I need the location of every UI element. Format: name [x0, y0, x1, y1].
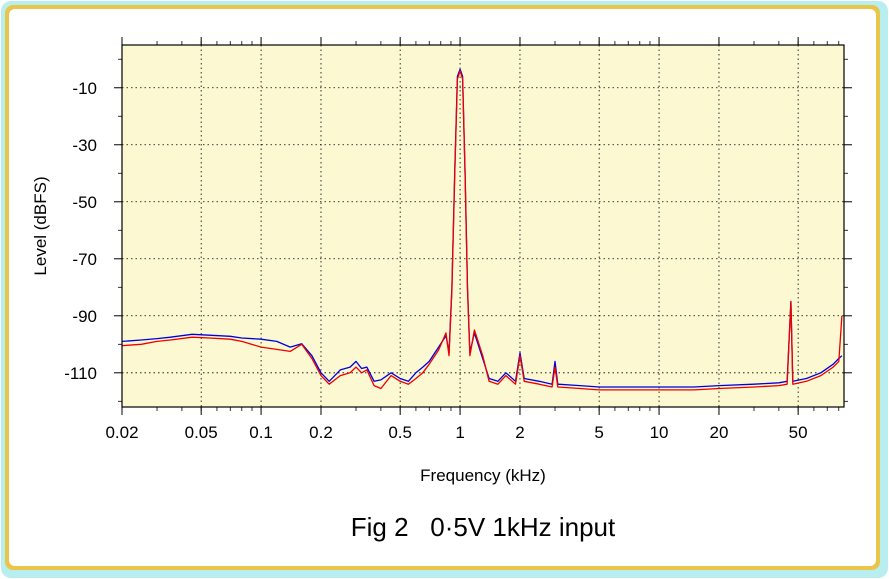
x-tick-labels: 0.02 0.05 0.1 0.2 0.5 1 2 5 10 20 50	[105, 423, 807, 442]
x-tick-label: 0.05	[185, 423, 218, 442]
y-tick-label: -110	[64, 364, 97, 383]
series-lines	[121, 68, 843, 391]
y-tick-label: -70	[72, 250, 97, 269]
figure-caption: Fig 2 0·5V 1kHz input	[351, 512, 616, 542]
y-tick-label: -30	[72, 136, 97, 155]
x-tick-label: 0.5	[388, 423, 412, 442]
x-tick-label: 50	[789, 423, 808, 442]
y-axis-title: Level (dBFS)	[31, 176, 50, 275]
plot-frame	[121, 44, 845, 408]
x-tick-label: 20	[709, 423, 728, 442]
series-line-2	[121, 70, 843, 391]
y-tick-label: -90	[72, 307, 97, 326]
x-tick-label: 5	[594, 423, 603, 442]
y-tick-labels: -10 -30 -50 -70 -90 -110	[64, 79, 97, 383]
x-tick-label: 1	[455, 423, 464, 442]
x-axis-title: Frequency (kHz)	[420, 466, 546, 485]
gridlines	[122, 45, 844, 407]
x-tick-label: 0.02	[105, 423, 138, 442]
x-tick-label: 0.2	[309, 423, 333, 442]
x-tick-label: 10	[650, 423, 669, 442]
y-tick-label: -50	[72, 193, 97, 212]
axis-ticks	[114, 37, 852, 415]
y-tick-label: -10	[72, 79, 97, 98]
x-tick-label: 0.1	[249, 423, 273, 442]
x-tick-label: 2	[515, 423, 524, 442]
plot-area	[121, 44, 845, 408]
